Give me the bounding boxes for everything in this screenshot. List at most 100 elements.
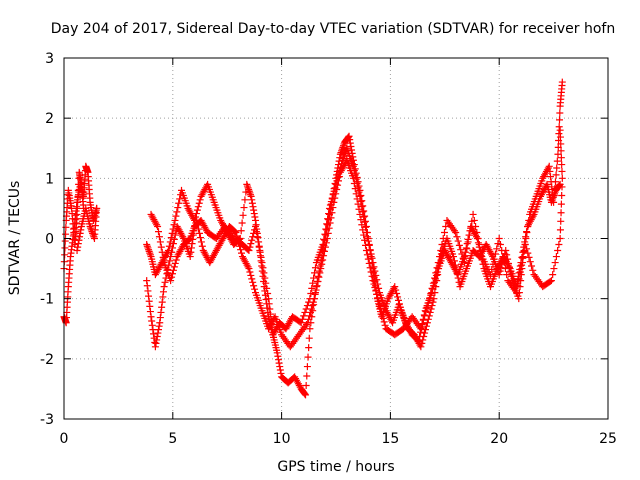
- data-point: [169, 266, 177, 274]
- data-point: [192, 210, 200, 218]
- data-point: [356, 210, 364, 218]
- data-point: [458, 250, 466, 258]
- data-point: [250, 210, 258, 218]
- data-point: [550, 198, 558, 206]
- data-point: [557, 147, 565, 155]
- data-point: [354, 178, 362, 186]
- data-point: [366, 264, 374, 272]
- data-point: [442, 222, 450, 230]
- data-point: [345, 132, 353, 140]
- data-point: [303, 363, 311, 371]
- data-point: [309, 279, 317, 287]
- data-point: [358, 221, 366, 229]
- data-point: [557, 140, 565, 148]
- data-point: [249, 203, 257, 211]
- data-point: [179, 233, 187, 241]
- data-point: [348, 146, 356, 154]
- data-point: [338, 145, 346, 153]
- data-point: [89, 231, 97, 239]
- data-point: [370, 263, 378, 271]
- data-point: [195, 225, 203, 233]
- data-point: [374, 294, 382, 302]
- data-point: [392, 286, 400, 294]
- data-point: [171, 259, 179, 267]
- data-point: [304, 353, 312, 361]
- data-point: [319, 256, 327, 264]
- data-point: [428, 284, 436, 292]
- data-point: [74, 240, 82, 248]
- data-point: [168, 270, 176, 278]
- data-point: [346, 139, 354, 147]
- data-point: [464, 238, 472, 246]
- data-point: [243, 180, 251, 188]
- data-point: [558, 167, 566, 175]
- data-point: [455, 241, 463, 249]
- data-point: [262, 296, 270, 304]
- data-point: [324, 215, 332, 223]
- data-point: [529, 266, 537, 274]
- data-point: [521, 241, 529, 249]
- data-point: [357, 192, 365, 200]
- data-point: [358, 197, 366, 205]
- x-tick-label: 20: [490, 431, 508, 447]
- data-point: [523, 245, 531, 253]
- data-point: [363, 228, 371, 236]
- data-point: [346, 136, 354, 144]
- data-point: [349, 156, 357, 164]
- data-point: [248, 199, 256, 207]
- data-point: [304, 319, 312, 327]
- data-point: [557, 209, 565, 217]
- data-point: [312, 286, 320, 294]
- data-point: [188, 240, 196, 248]
- data-point: [354, 200, 362, 208]
- data-point: [154, 329, 162, 337]
- data-point: [473, 228, 481, 236]
- data-point: [451, 261, 459, 269]
- data-point: [454, 274, 462, 282]
- data-point: [525, 216, 533, 224]
- data-point: [155, 322, 163, 330]
- data-point: [168, 244, 176, 252]
- data-point: [235, 239, 243, 247]
- series-track-f: [147, 126, 566, 351]
- data-point: [550, 192, 558, 200]
- data-point: [273, 349, 281, 357]
- data-point: [353, 195, 361, 203]
- data-point: [452, 265, 460, 273]
- data-point: [76, 233, 84, 241]
- data-point: [347, 143, 355, 151]
- data-point: [553, 157, 561, 165]
- data-point: [247, 240, 255, 248]
- data-point: [462, 252, 470, 260]
- data-point: [145, 292, 153, 300]
- data-point: [320, 247, 328, 255]
- data-point: [549, 193, 557, 201]
- data-point: [549, 271, 557, 279]
- chart-title: Day 204 of 2017, Sidereal Day-to-day VTE…: [51, 21, 615, 37]
- data-point: [371, 283, 379, 291]
- data-point: [324, 229, 332, 237]
- data-point: [308, 302, 316, 310]
- data-point: [364, 255, 372, 263]
- data-point: [154, 222, 162, 230]
- data-point: [193, 216, 201, 224]
- data-point: [355, 205, 363, 213]
- data-point: [251, 285, 259, 293]
- data-point: [322, 225, 330, 233]
- data-point: [372, 287, 380, 295]
- data-point: [551, 178, 559, 186]
- data-point: [159, 288, 167, 296]
- data-point: [314, 277, 322, 285]
- data-point: [556, 109, 564, 117]
- data-point: [331, 194, 339, 202]
- data-point: [150, 330, 158, 338]
- data-point: [394, 296, 402, 304]
- data-point: [489, 260, 497, 268]
- data-point: [305, 344, 313, 352]
- data-point: [302, 381, 310, 389]
- x-tick-label: 5: [168, 431, 177, 447]
- data-point: [503, 271, 511, 279]
- data-point: [359, 226, 367, 234]
- data-point: [334, 161, 342, 169]
